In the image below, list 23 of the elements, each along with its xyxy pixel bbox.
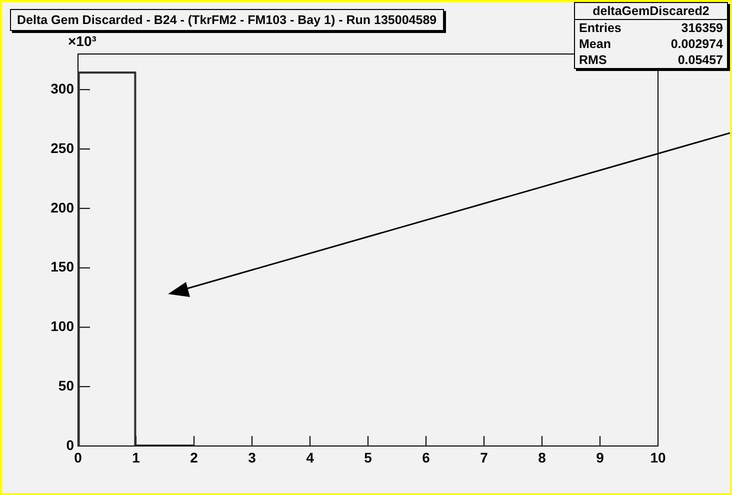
x-tick-label: 10 xyxy=(650,449,666,466)
x-tick-label: 2 xyxy=(190,449,198,466)
y-tick-label: 150 xyxy=(50,258,74,275)
y-tick-label: 50 xyxy=(58,377,74,394)
x-tick-label: 9 xyxy=(596,449,604,466)
x-tick-label: 4 xyxy=(306,449,314,466)
x-tick-label: 6 xyxy=(422,449,430,466)
y-tick-label: 0 xyxy=(66,436,74,453)
y-tick-label: 200 xyxy=(50,199,74,216)
text: deltaGemDiscared2 xyxy=(575,3,727,20)
chart-title: Delta Gem Discarded - B24 - (TkrFM2 - FM103 - Bay 1) - Run 135004589 xyxy=(10,9,444,31)
x-tick-label: 8 xyxy=(538,449,546,466)
text: Entries 316359 xyxy=(579,21,723,35)
x-tick-label: 5 xyxy=(364,449,372,466)
text: RMS 0.05457 xyxy=(579,53,723,67)
y-tick-label: 100 xyxy=(50,318,74,334)
y-tick-label: 250 xyxy=(50,140,74,156)
y-axis-title: ×10³ xyxy=(68,33,96,49)
x-tick-label: 3 xyxy=(248,449,256,466)
y-tick-label: 300 xyxy=(50,80,74,96)
text: Mean 0.002974 xyxy=(579,37,723,51)
x-tick-label: 7 xyxy=(480,449,488,466)
x-tick-label: 1 xyxy=(132,449,140,466)
